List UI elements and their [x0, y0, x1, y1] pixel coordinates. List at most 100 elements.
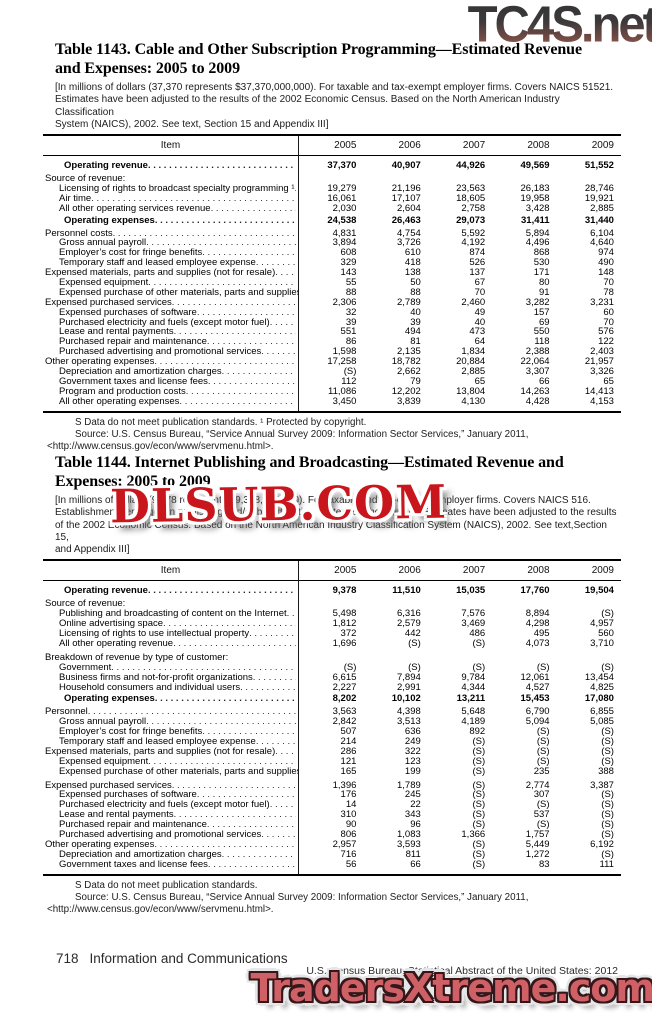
- row-value: 6,192: [590, 838, 614, 850]
- table-note-line: of the 2002 Economic Census. Based on th…: [55, 519, 607, 543]
- column-header-year: 2007: [462, 565, 486, 577]
- table-row: Air time 16,061 17,107 18,605 19,958 19,921: [43, 192, 621, 204]
- leader-dots: [154, 840, 296, 850]
- row-label: Household consumers and individual users: [59, 682, 241, 693]
- row-label-cell: Depreciation and amortization charges: [43, 850, 298, 860]
- row-value: 322: [404, 745, 421, 757]
- row-value: (S): [536, 661, 550, 673]
- row-label-cell: Expensed purchases of software: [43, 308, 298, 318]
- row-label: Source of revenue:: [45, 599, 126, 610]
- row-value: (S): [472, 755, 486, 767]
- leader-dots: [197, 308, 296, 318]
- footnote-line: S Data do not meet publication standards…: [75, 416, 367, 428]
- row-value: (S): [536, 735, 550, 747]
- row-value: 4,192: [461, 237, 486, 249]
- row-label: Lease and rental payments: [59, 810, 174, 821]
- row-value: 892: [469, 726, 486, 738]
- table-row: Employer’s cost for fringe benefits 507 63…: [43, 727, 621, 737]
- row-value: 7,894: [397, 671, 421, 683]
- row-value: 4,130: [461, 395, 486, 407]
- row-label: All other operating expenses: [59, 396, 180, 407]
- table-row: All other operating services revenue 2,03…: [43, 203, 621, 214]
- row-value: 70: [474, 286, 486, 298]
- row-value: 66: [410, 858, 421, 870]
- row-value: 14: [345, 799, 357, 811]
- leader-dots: [275, 268, 296, 278]
- row-value: 18,782: [391, 356, 421, 368]
- row-label-cell: Employer’s cost for fringe benefits: [43, 248, 298, 258]
- row-value: 1,757: [525, 828, 550, 840]
- row-value: 214: [340, 735, 357, 747]
- row-label-cell: Expensed materials, parts and supplies (…: [43, 747, 298, 757]
- row-value: 1,083: [397, 828, 421, 840]
- row-value: 70: [603, 276, 614, 288]
- leader-dots: [207, 337, 296, 347]
- table-row: Expensed equipment 121 123 (S) (S) (S): [43, 755, 621, 767]
- row-value: 2,460: [461, 296, 486, 308]
- row-value: (S): [601, 726, 614, 738]
- row-value: 22: [410, 799, 421, 811]
- row-value: 18,605: [456, 192, 486, 204]
- row-value: 610: [404, 247, 421, 259]
- row-label: Purchased repair and maintenance: [59, 820, 207, 830]
- row-label-cell: Expensed purchase of other materials, pa…: [43, 767, 298, 777]
- row-value: 811: [405, 848, 421, 860]
- row-value: 91: [538, 286, 550, 298]
- table-row: Employer’s cost for fringe benefits 608 61…: [43, 248, 621, 258]
- row-value: 121: [340, 755, 357, 767]
- row-value: 1,812: [332, 618, 357, 630]
- row-label: Licensing of rights to use intellectual …: [59, 629, 250, 639]
- leader-dots: [111, 663, 296, 673]
- row-value: 372: [340, 628, 357, 640]
- row-label-cell: Licensing of rights to broadcast special…: [43, 184, 298, 194]
- row-value: 3,450: [332, 395, 357, 407]
- row-value: 550: [533, 326, 550, 338]
- row-value: 22,064: [520, 356, 550, 368]
- row-value: 6,855: [590, 706, 614, 718]
- row-value: 13,804: [456, 385, 486, 397]
- row-value: 199: [404, 765, 421, 777]
- row-value: (S): [536, 819, 550, 831]
- table-row: Personnel 3,563 4,398 5,648 6,790 6,855: [43, 707, 621, 717]
- table-row: Purchased electricity and fuels (except …: [43, 800, 621, 810]
- row-label: Government taxes and license fees: [59, 376, 208, 387]
- table-row: Purchased advertising and promotional se…: [43, 830, 621, 840]
- row-value: 5,592: [461, 227, 486, 239]
- row-value: 165: [340, 765, 357, 777]
- row-value: 24,538: [327, 214, 357, 226]
- row-value: (S): [343, 366, 357, 377]
- row-value: 3,307: [525, 366, 550, 377]
- leader-dots: [148, 278, 296, 288]
- row-value: 4,496: [525, 237, 550, 249]
- row-value: 442: [404, 628, 421, 640]
- row-value: 11,086: [328, 385, 357, 397]
- row-label: Expensed purchases of software: [59, 790, 197, 801]
- table-header-row: Item 2005 2006 2007 2008 2009: [43, 136, 621, 157]
- row-value: 4,073: [525, 637, 550, 649]
- row-value: 2,388: [525, 346, 550, 358]
- row-value: 70: [603, 316, 614, 328]
- row-value: 4,640: [590, 237, 614, 249]
- row-value: 26,463: [391, 214, 421, 226]
- watermark-tc4s: TC4S.net: [468, 0, 652, 51]
- row-label-cell: Other operating expenses: [43, 840, 298, 850]
- table-row: Depreciation and amortization charges 716…: [43, 848, 621, 860]
- row-label: Purchased advertising and promotional se…: [59, 829, 262, 840]
- row-value: 806: [340, 828, 357, 840]
- row-value: 1,789: [397, 779, 421, 791]
- row-value: (S): [601, 809, 614, 821]
- table-note-line: Establishments engaged in publishing and…: [55, 507, 617, 519]
- row-label-cell: Expensed purchased services: [43, 781, 298, 791]
- row-value: 495: [533, 628, 550, 640]
- leader-dots: [249, 629, 296, 639]
- table-1144-footnotes: S Data do not meet publication standards…: [43, 880, 621, 917]
- row-value: 19,504: [584, 585, 614, 597]
- row-label: Online advertising space: [59, 619, 164, 630]
- row-label-cell: Other operating expenses: [43, 357, 298, 367]
- row-value: 6,615: [332, 671, 357, 683]
- row-value: 3,839: [397, 395, 421, 407]
- row-value: 1,366: [461, 828, 486, 840]
- page-number: 718: [56, 951, 79, 966]
- table-title-line: and Expenses: 2005 to 2009: [55, 60, 240, 77]
- leader-dots: [287, 609, 296, 619]
